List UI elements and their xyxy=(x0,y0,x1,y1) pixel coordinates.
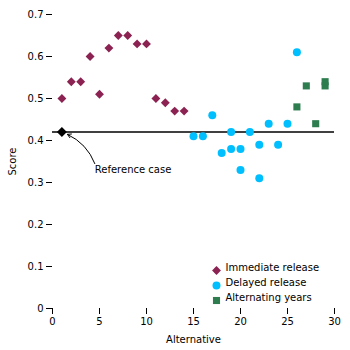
svg-text:Immediate release: Immediate release xyxy=(226,262,320,273)
svg-text:0: 0 xyxy=(49,316,55,327)
svg-text:0.2: 0.2 xyxy=(28,219,44,230)
svg-text:25: 25 xyxy=(281,316,294,327)
svg-text:Delayed release: Delayed release xyxy=(226,277,307,288)
svg-text:15: 15 xyxy=(187,316,200,327)
svg-text:0.3: 0.3 xyxy=(28,177,44,188)
svg-text:0.7: 0.7 xyxy=(28,9,44,20)
svg-text:20: 20 xyxy=(234,316,247,327)
svg-text:0.1: 0.1 xyxy=(28,261,44,272)
svg-text:Alternating years: Alternating years xyxy=(226,292,312,303)
svg-text:5: 5 xyxy=(96,316,102,327)
svg-text:30: 30 xyxy=(328,316,341,327)
svg-text:10: 10 xyxy=(140,316,153,327)
svg-text:0.6: 0.6 xyxy=(28,51,44,62)
svg-text:Score: Score xyxy=(7,147,18,175)
svg-text:Reference case: Reference case xyxy=(95,164,172,175)
svg-text:Alternative: Alternative xyxy=(166,334,221,345)
svg-text:0.5: 0.5 xyxy=(28,93,44,104)
svg-text:0.4: 0.4 xyxy=(28,135,44,146)
svg-text:0: 0 xyxy=(37,303,43,314)
